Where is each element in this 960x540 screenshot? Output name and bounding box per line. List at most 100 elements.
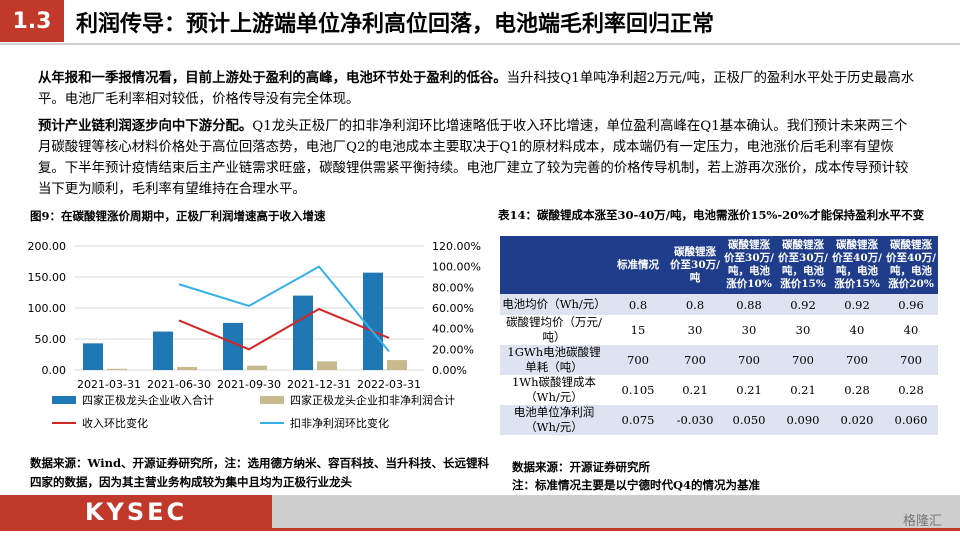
table-source: 数据来源：开源证券研究所 bbox=[512, 460, 650, 474]
y-left-tick-label: 100.00 bbox=[28, 302, 67, 315]
table-header-cell: 碳酸锂涨价至40万/吨，电池涨价15% bbox=[830, 236, 884, 294]
header-bar: 1.3 利润传导：预计上游端单位净利高位回落，电池端毛利率回归正常 bbox=[0, 0, 960, 42]
table-cell: 700 bbox=[668, 345, 722, 375]
table-row: 碳酸锂均价（万元/吨） 15 30 30 30 40 40 bbox=[500, 315, 938, 345]
y-right-tick-label: 0.00% bbox=[432, 364, 467, 377]
bar bbox=[317, 361, 337, 370]
paragraph-1: 从年报和一季报情况看，目前上游处于盈利的高峰，电池环节处于盈利的低谷。当升科技Q… bbox=[38, 68, 918, 110]
table-row: 电池均价（Wh/元） 0.8 0.8 0.88 0.92 0.92 0.96 bbox=[500, 294, 938, 315]
y-left-tick-label: 150.00 bbox=[28, 271, 67, 284]
y-right-tick-label: 60.00% bbox=[432, 302, 474, 315]
table-cell: 0.96 bbox=[884, 294, 938, 315]
series-line bbox=[178, 265, 390, 353]
table-row: 1GWh电池碳酸锂单耗（吨） 700 700 700 700 700 700 bbox=[500, 345, 938, 375]
legend-label: 四家正极龙头企业扣非净利润合计 bbox=[290, 393, 455, 407]
legend-label: 扣非净利润环比变化 bbox=[290, 416, 389, 430]
y-left-tick-label: 0.00 bbox=[42, 364, 67, 377]
table-row: 1Wh碳酸锂成本（Wh/元） 0.105 0.21 0.21 0.21 0.28… bbox=[500, 375, 938, 405]
x-tick-label: 2021-06-30 bbox=[147, 378, 211, 391]
y-right-tick-label: 100.00% bbox=[432, 261, 481, 274]
figure-title: 图9：在碳酸锂涨价周期中，正极厂利润增速高于收入增速 bbox=[30, 209, 326, 223]
table-row-label: 电池均价（Wh/元） bbox=[500, 294, 608, 315]
table-cell: 0.090 bbox=[776, 405, 830, 435]
table-row-label: 电池单位净利润（Wh/元） bbox=[500, 405, 608, 435]
table-cell: 0.21 bbox=[668, 375, 722, 405]
table-header-row: 标准情况 碳酸锂涨价至30万/吨 碳酸锂涨价至30万/吨，电池涨价10% 碳酸锂… bbox=[500, 236, 938, 294]
x-tick-label: 2021-12-31 bbox=[287, 378, 351, 391]
bar bbox=[247, 365, 267, 370]
footer-bar bbox=[272, 495, 960, 528]
section-number: 1.3 bbox=[0, 0, 64, 42]
table-cell: 0.92 bbox=[830, 294, 884, 315]
table-cell: 700 bbox=[722, 345, 776, 375]
table-header-cell: 标准情况 bbox=[608, 236, 668, 294]
x-tick-label: 2022-03-31 bbox=[357, 378, 421, 391]
legend-label: 收入环比变化 bbox=[82, 416, 148, 430]
table-cell: 0.21 bbox=[722, 375, 776, 405]
x-tick-label: 2021-03-31 bbox=[77, 378, 141, 391]
table-row-label: 1GWh电池碳酸锂单耗（吨） bbox=[500, 345, 608, 375]
data-table: 标准情况 碳酸锂涨价至30万/吨 碳酸锂涨价至30万/吨，电池涨价10% 碳酸锂… bbox=[500, 236, 938, 435]
bar bbox=[83, 343, 103, 370]
table-cell: 0.060 bbox=[884, 405, 938, 435]
y-right-tick-label: 20.00% bbox=[432, 343, 474, 356]
table-cell: 0.020 bbox=[830, 405, 884, 435]
table-header-cell: 碳酸锂涨价至30万/吨，电池涨价15% bbox=[776, 236, 830, 294]
table-cell: 700 bbox=[608, 345, 668, 375]
watermark: 格隆汇 bbox=[902, 514, 942, 529]
table-header-cell: 碳酸锂涨价至40万/吨，电池涨价20% bbox=[884, 236, 938, 294]
combo-chart: 0.00 50.00 100.00 150.00 200.00 0.00% 20.00% 40… bbox=[28, 240, 481, 430]
table-cell: 0.105 bbox=[608, 375, 668, 405]
table-row-label: 碳酸锂均价（万元/吨） bbox=[500, 315, 608, 345]
y-right-tick-label: 80.00% bbox=[432, 281, 474, 294]
table-cell: 0.92 bbox=[776, 294, 830, 315]
kysec-logo: KYSEC bbox=[0, 495, 272, 528]
bar bbox=[107, 368, 127, 370]
table-row: 电池单位净利润（Wh/元） 0.075 -0.030 0.050 0.090 0… bbox=[500, 405, 938, 435]
bar bbox=[177, 366, 197, 370]
table-row-label: 1Wh碳酸锂成本（Wh/元） bbox=[500, 375, 608, 405]
table-cell: 700 bbox=[830, 345, 884, 375]
table-cell: 40 bbox=[884, 315, 938, 345]
table-cell: 0.050 bbox=[722, 405, 776, 435]
table-cell: 700 bbox=[884, 345, 938, 375]
paragraph-2-body: Q1龙头正极厂的扣非净利润环比增速略低于收入环比增速，单位盈利高峰在Q1基本确认… bbox=[38, 119, 909, 197]
table-header-cell: 碳酸锂涨价至30万/吨 bbox=[668, 236, 722, 294]
table-cell: -0.030 bbox=[668, 405, 722, 435]
page-title: 利润传导：预计上游端单位净利高位回落，电池端毛利率回归正常 bbox=[76, 11, 715, 37]
table-cell: 0.28 bbox=[884, 375, 938, 405]
paragraph-1-body: 当升科技Q1单吨净利超2万元/吨，正极厂的盈利水平处于历史最高水平。电池厂毛利率… bbox=[38, 71, 915, 107]
figure-source: 数据来源：Wind、开源证券研究所，注：选用德方纳米、容百科技、当升科技、长远锂… bbox=[30, 456, 489, 489]
header-divider bbox=[0, 43, 960, 45]
bar bbox=[387, 360, 407, 370]
table-cell: 15 bbox=[608, 315, 668, 345]
bar bbox=[293, 295, 313, 370]
table-header-cell: 碳酸锂涨价至30万/吨，电池涨价10% bbox=[722, 236, 776, 294]
paragraph-2: 预计产业链利润逐步向中下游分配。Q1龙头正极厂的扣非净利润环比增速略低于收入环比… bbox=[38, 116, 918, 200]
table-cell: 0.075 bbox=[608, 405, 668, 435]
y-right-tick-label: 40.00% bbox=[432, 323, 474, 336]
table-note: 注：标准情况主要是以宁德时代Q4的情况为基准 bbox=[512, 478, 761, 492]
bar bbox=[153, 331, 173, 370]
table-cell: 30 bbox=[776, 315, 830, 345]
table-header-cell bbox=[500, 236, 608, 294]
bar bbox=[223, 322, 243, 370]
legend-swatch bbox=[52, 396, 76, 404]
paragraph-1-lead: 从年报和一季报情况看，目前上游处于盈利的高峰，电池环节处于盈利的低谷。 bbox=[38, 70, 507, 86]
table-cell: 40 bbox=[830, 315, 884, 345]
x-tick-label: 2021-09-30 bbox=[217, 378, 281, 391]
y-left-tick-label: 200.00 bbox=[28, 240, 67, 253]
series-line bbox=[178, 307, 390, 351]
paragraph-2-lead: 预计产业链利润逐步向中下游分配。 bbox=[38, 118, 253, 134]
y-left-tick-label: 50.00 bbox=[35, 333, 67, 346]
bar bbox=[363, 272, 383, 370]
table-cell: 700 bbox=[776, 345, 830, 375]
table-cell: 0.8 bbox=[668, 294, 722, 315]
y-right-tick-label: 120.00% bbox=[432, 240, 481, 253]
table-title: 表14：碳酸锂成本涨至30-40万/吨，电池需涨价15%-20%才能保持盈利水平… bbox=[498, 208, 925, 222]
table-cell: 0.88 bbox=[722, 294, 776, 315]
table-cell: 30 bbox=[722, 315, 776, 345]
table-cell: 0.8 bbox=[608, 294, 668, 315]
table-cell: 0.28 bbox=[830, 375, 884, 405]
legend-swatch bbox=[260, 396, 284, 404]
